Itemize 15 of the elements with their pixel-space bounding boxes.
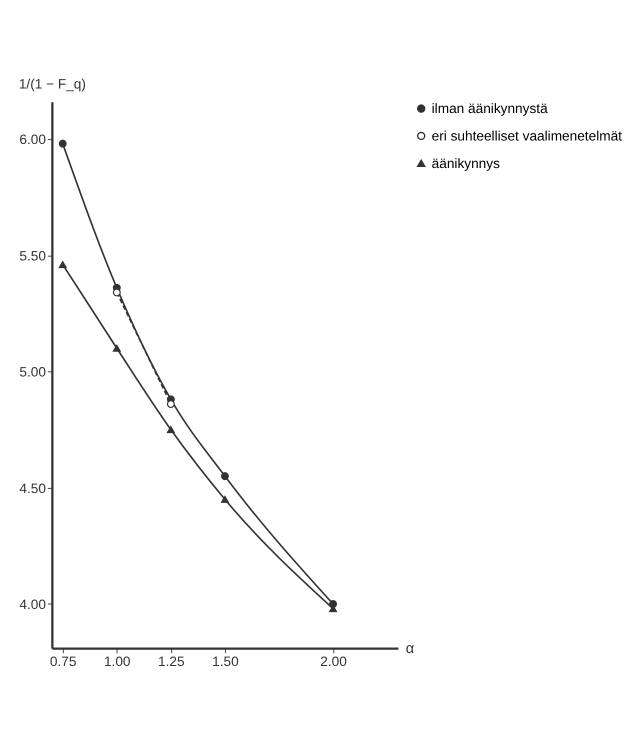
- x-tick-label: 0.75: [50, 654, 77, 669]
- y-tick-label: 4.50: [19, 480, 46, 496]
- x-axis-title: α: [406, 641, 414, 658]
- y-tick-label: 4.00: [19, 597, 46, 612]
- y-tick-label: 5.50: [19, 248, 46, 264]
- legend-label: ilman äänikynnystä: [432, 101, 548, 116]
- y-tick-label: 6.00: [19, 132, 46, 147]
- legend-label: äänikynnys: [432, 156, 500, 171]
- x-tick-label: 1.25: [158, 654, 185, 669]
- x-tick-label: 1.50: [212, 654, 240, 669]
- y-tick-label: 5.00: [19, 364, 46, 380]
- y-axis-title: 1/(1 − F_q): [18, 76, 86, 92]
- x-tick-label: 1.00: [104, 654, 131, 669]
- legend-label: eri suhteelliset vaalimenetelmät: [432, 128, 622, 144]
- x-tick-label: 2.00: [320, 654, 348, 669]
